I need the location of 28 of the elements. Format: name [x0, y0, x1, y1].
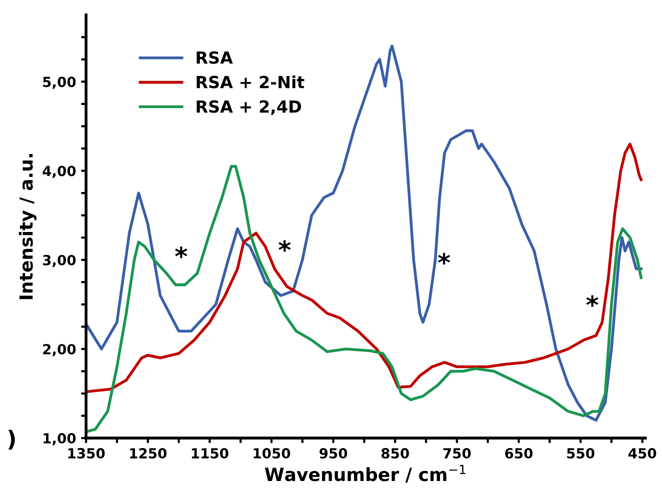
annotation: * — [278, 240, 291, 252]
x-tick-label: 550 — [567, 448, 594, 459]
annotation: * — [175, 246, 188, 258]
line-series — [86, 44, 643, 422]
x-tick-label: 850 — [381, 448, 409, 459]
line-series — [86, 164, 643, 434]
x-tick-label: 950 — [320, 448, 348, 459]
legend-label: RSA + 2-Nit — [196, 75, 304, 88]
line-series — [86, 142, 643, 394]
x-tick-label: 1050 — [254, 448, 290, 459]
y-tick-label: 3,00 — [43, 254, 76, 268]
text: ) — [8, 430, 15, 450]
x-tick-label: 1350 — [68, 448, 105, 459]
legend-label: RSA — [196, 51, 233, 64]
x-axis-title: Wavenumber / cm$^{−1}$ — [264, 464, 466, 483]
y-axis-title: Intensity / a.u. — [18, 154, 37, 300]
y-tick-label: 5,00 — [43, 76, 76, 89]
x-tick-label: 650 — [505, 448, 533, 459]
annotation: * — [586, 295, 598, 307]
y-tick-label: 2,00 — [43, 344, 76, 356]
x-tick-label: 1150 — [192, 448, 228, 459]
x-tick-label: 1250 — [130, 448, 167, 459]
x-tick-label: 750 — [443, 448, 471, 459]
y-tick-label: 1,00 — [44, 433, 76, 446]
x-tick-label: 450 — [628, 448, 656, 459]
y-tick-label: 4,00 — [42, 166, 76, 178]
annotation: * — [438, 252, 450, 265]
legend-label: RSA + 2,4D — [196, 100, 302, 115]
